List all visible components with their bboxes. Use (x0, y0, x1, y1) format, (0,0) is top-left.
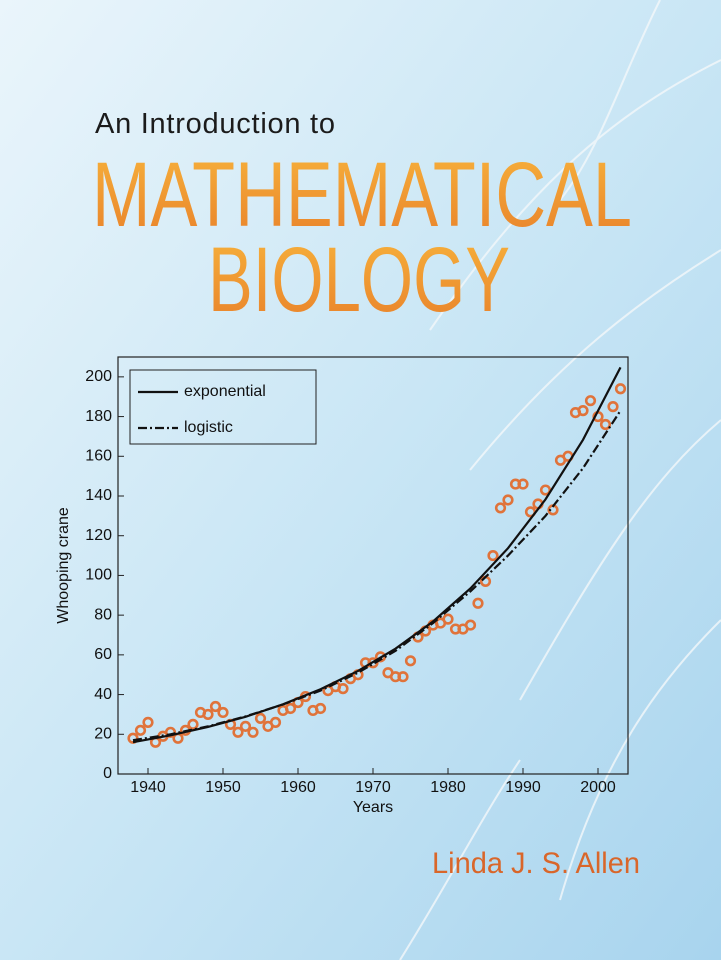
x-tick-label: 1950 (205, 779, 241, 796)
x-tick-label: 1960 (280, 779, 316, 796)
data-point (232, 726, 244, 738)
data-point (614, 383, 627, 395)
data-point (464, 619, 477, 631)
x-tick-label: 1980 (430, 779, 466, 796)
x-tick-label: 1970 (355, 779, 391, 796)
x-axis-label: Years (353, 799, 393, 816)
data-point (494, 502, 507, 514)
data-point (577, 405, 589, 417)
data-point (284, 702, 297, 715)
x-tick-label: 1940 (130, 779, 166, 796)
x-tick-label: 2000 (580, 779, 616, 796)
data-point (367, 657, 379, 669)
data-point (599, 418, 612, 431)
x-tick-label: 1990 (505, 779, 541, 796)
legend: exponential logistic (129, 369, 317, 445)
fit-line (132, 366, 622, 744)
subtitle: An Introduction to (95, 108, 335, 140)
data-point (209, 700, 222, 713)
title: BIOLOGY (208, 229, 510, 331)
author: Linda J. S. Allen (432, 847, 640, 880)
data-point (442, 613, 454, 625)
y-tick-label: 180 (85, 408, 112, 425)
branches (399, 0, 721, 960)
data-point (404, 655, 417, 667)
y-tick-label: 160 (85, 448, 112, 465)
data-point (127, 732, 139, 744)
fit-line (132, 410, 622, 742)
data-point (487, 549, 499, 562)
data-point (397, 671, 409, 683)
y-tick-label: 40 (94, 686, 112, 703)
y-tick-label: 140 (85, 487, 112, 504)
data-point (539, 484, 552, 496)
data-point (217, 706, 229, 719)
data-point (187, 718, 199, 730)
data-point (502, 494, 514, 506)
y-tick-label: 80 (94, 606, 112, 623)
data-point (142, 716, 154, 728)
y-tick-label: 120 (85, 527, 112, 544)
y-tick-label: 100 (85, 567, 112, 584)
y-axis-label: Whooping crane (55, 507, 72, 624)
data-point (607, 401, 619, 413)
legend-label: logistic (184, 419, 233, 436)
data-point (239, 720, 252, 732)
chart: 1940 1950 1960 1970 1980 1990 2000 0 20 40 60 80 100… (55, 356, 629, 816)
data-point (269, 716, 282, 728)
data-point (314, 702, 327, 715)
y-tick-label: 0 (103, 765, 112, 782)
legend-label: exponential (184, 383, 266, 400)
data-point (134, 724, 147, 736)
data-point (202, 708, 214, 721)
title: MATHEMATICAL (92, 144, 632, 246)
data-point (517, 478, 529, 490)
data-point (584, 395, 597, 407)
y-tick-label: 200 (85, 368, 112, 385)
y-tick-label: 20 (94, 726, 112, 743)
data-point (337, 683, 349, 695)
data-point (247, 726, 259, 738)
data-point (254, 712, 267, 725)
data-point (472, 597, 484, 609)
legend-box (129, 369, 317, 445)
y-tick-label: 60 (94, 646, 112, 663)
